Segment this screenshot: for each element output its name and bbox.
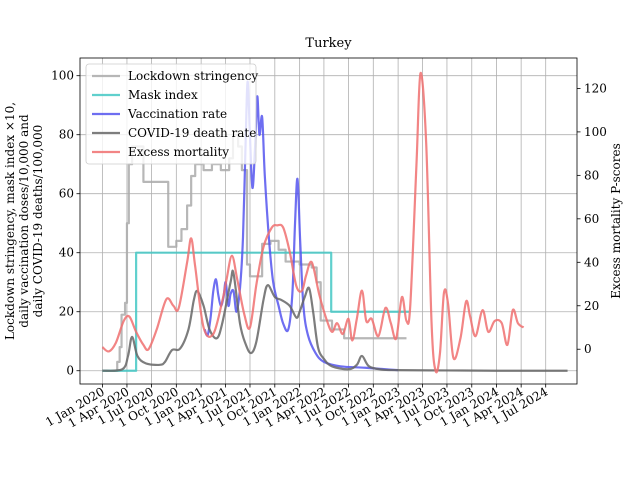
chart-title: Turkey	[305, 36, 352, 51]
y-axis-left-label: Lockdown stringency, mask index ×10,dail…	[3, 102, 45, 340]
plot-frame	[79, 57, 578, 385]
series-covid-19-death-rate	[102, 269, 568, 372]
y-tick-label-right: 0	[584, 342, 592, 356]
y-axis-right-label: Excess mortality P-scores	[609, 143, 623, 298]
legend-box	[85, 63, 257, 165]
y-axis-left-label-line: daily vaccination doses/10,000 and	[17, 114, 31, 328]
series-mask-index	[102, 251, 409, 372]
y-tick-label-left: 100	[51, 69, 74, 83]
y-axis-left-label-line: daily COVID-19 deaths/100,000	[31, 125, 45, 318]
y-tick-label-right: 20	[584, 299, 599, 313]
y-tick-label-left: 20	[59, 305, 74, 319]
y-tick-label-right: 80	[584, 168, 599, 182]
series-layer	[101, 72, 568, 374]
legend-label: Lockdown stringency	[128, 69, 258, 83]
y-tick-label-left: 80	[59, 128, 74, 142]
y-axis-left-label-text: Lockdown stringency, mask index ×10,dail…	[3, 102, 45, 340]
y-tick-label-left: 40	[59, 246, 74, 260]
y-tick-label-right: 60	[584, 212, 599, 226]
y-tick-label-left: 60	[59, 187, 74, 201]
y-axis-right: 0 20 40 60 80 100 120	[577, 81, 607, 356]
y-tick-label-right: 40	[584, 255, 599, 269]
legend-label: Excess mortality	[128, 145, 229, 159]
legend-label: COVID-19 death rate	[128, 126, 256, 140]
series-excess-mortality	[101, 72, 525, 374]
y-tick-label-right: 100	[584, 125, 607, 139]
y-axis-left-label-line: Lockdown stringency, mask index ×10,	[3, 102, 17, 340]
y-tick-label-left: 0	[66, 364, 74, 378]
y-tick-label-right: 120	[584, 81, 607, 95]
legend: Lockdown stringency Mask index Vaccination…	[85, 63, 258, 165]
y-axis-left: 0 20 40 60 80 100	[51, 69, 80, 378]
legend-label: Vaccination rate	[127, 107, 227, 121]
legend-label: Mask index	[128, 88, 198, 102]
